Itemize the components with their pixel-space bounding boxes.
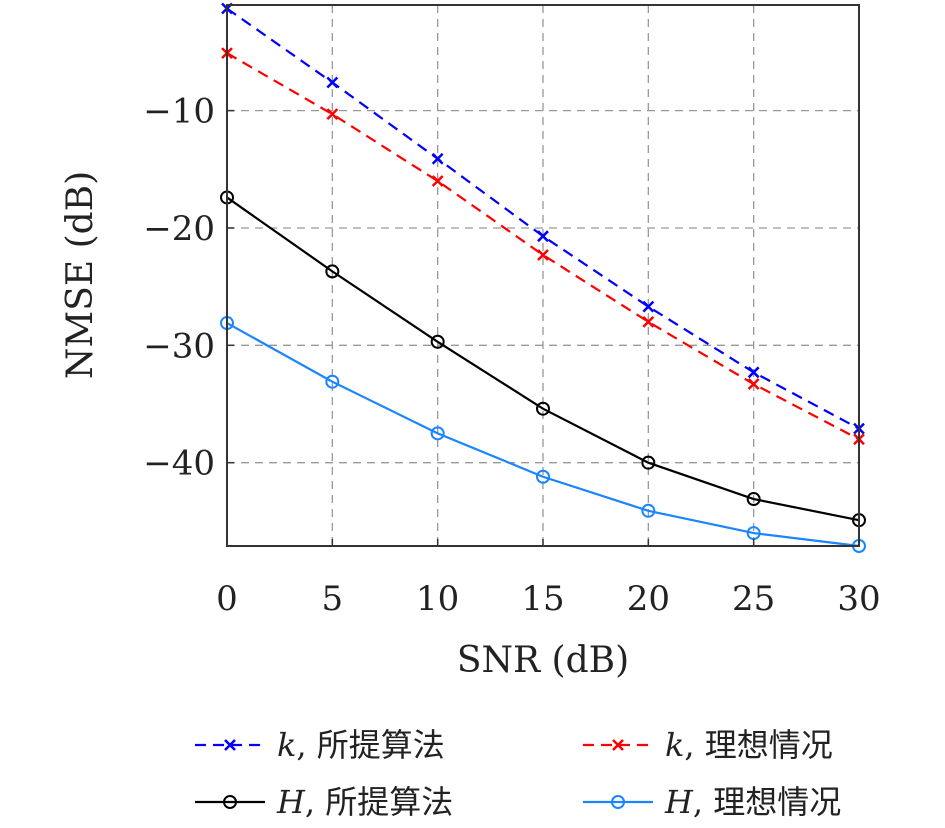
data-point <box>642 315 655 328</box>
legend-text: , 所提算法 <box>305 783 453 821</box>
x-axis-label: SNR (dB) <box>457 640 629 681</box>
data-point <box>642 300 655 313</box>
data-point <box>746 492 761 507</box>
data-point <box>430 334 445 349</box>
data-point <box>326 108 339 121</box>
series-line <box>226 196 860 522</box>
data-point <box>325 374 340 389</box>
data-point <box>431 152 444 165</box>
data-point <box>641 503 656 518</box>
ticks: 0 5 10 15 20 25 30 −10 −20 −30 −40 <box>143 92 880 619</box>
legend-marker-icon <box>223 795 237 809</box>
data-point <box>325 264 340 279</box>
data-point <box>326 76 339 89</box>
y-tick-label: −10 <box>143 92 215 132</box>
x-tick-label: 15 <box>521 579 564 619</box>
legend-label: k, 所提算法 <box>277 726 445 764</box>
x-tick-label: 10 <box>416 579 459 619</box>
legend-text: , 理想情况 <box>684 726 832 764</box>
legend-math: k <box>277 726 296 764</box>
legend-text: , 所提算法 <box>296 726 444 764</box>
legend-text: , 理想情况 <box>693 783 841 821</box>
legend-marker-icon <box>612 739 624 751</box>
y-tick-label: −40 <box>143 444 215 484</box>
data-point <box>537 230 549 243</box>
legend-item: H, 所提算法 <box>195 783 453 821</box>
legend-item: H, 理想情况 <box>583 783 841 821</box>
legend-marker-icon <box>611 795 625 809</box>
x-tick-label: 25 <box>732 579 775 619</box>
grid <box>227 5 859 546</box>
data-point <box>747 366 760 379</box>
y-tick-label: −30 <box>143 326 215 366</box>
legend-label: k, 理想情况 <box>665 726 833 764</box>
data-point <box>430 426 445 441</box>
data-point <box>536 401 550 416</box>
series-line <box>226 322 860 548</box>
data-point <box>641 455 656 470</box>
data-point <box>537 249 549 261</box>
legend-label: H, 理想情况 <box>664 783 841 821</box>
y-tick-label: −20 <box>143 209 215 249</box>
legend-math: H <box>276 783 306 821</box>
legend-math: H <box>664 783 694 821</box>
x-tick-label: 20 <box>627 579 670 619</box>
legend-item: k, 理想情况 <box>583 726 833 764</box>
data-point <box>431 175 444 187</box>
legend-math: k <box>665 726 684 764</box>
x-tick-label: 5 <box>322 579 344 619</box>
legend-marker-icon <box>224 739 236 751</box>
legend-label: H, 所提算法 <box>276 783 453 821</box>
legend-item: k, 所提算法 <box>195 726 445 764</box>
x-tick-label: 0 <box>216 579 238 619</box>
data-point <box>536 469 550 484</box>
data-point <box>747 378 760 390</box>
x-tick-label: 30 <box>837 579 880 619</box>
y-axis-label: NMSE (dB) <box>60 171 101 379</box>
